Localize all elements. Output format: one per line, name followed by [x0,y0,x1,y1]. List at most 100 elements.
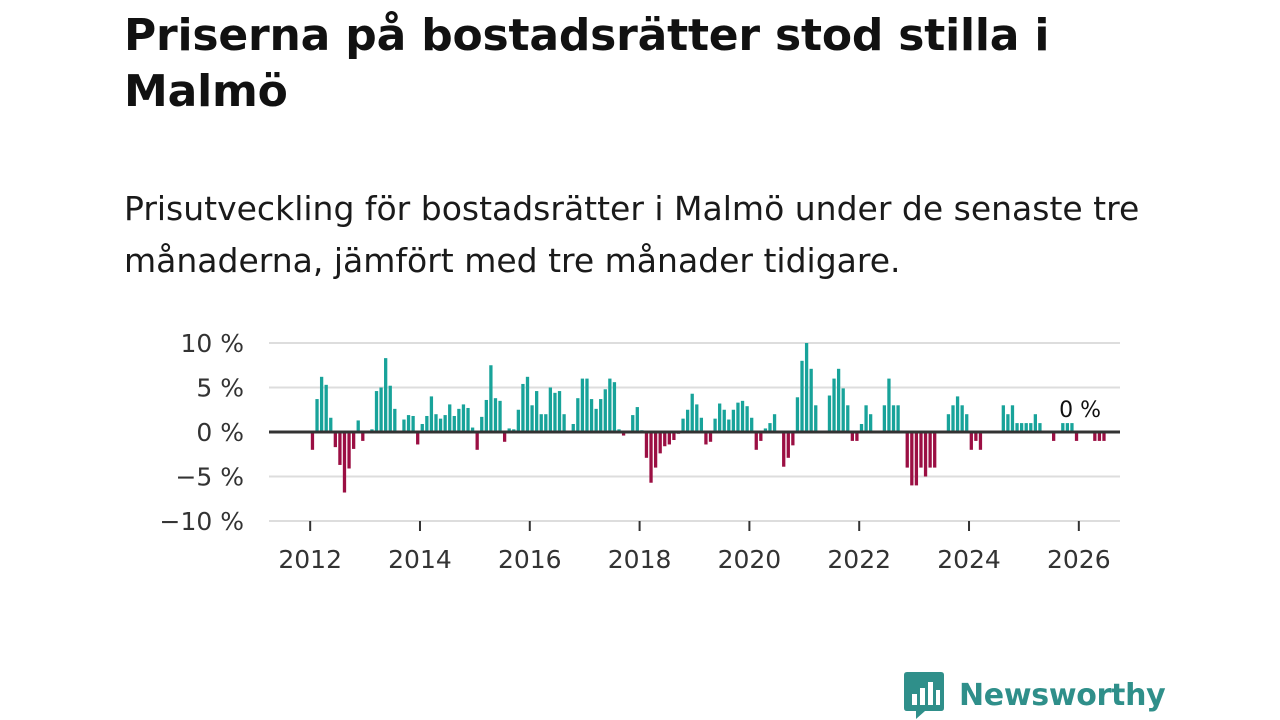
bar [553,392,557,432]
bar [1052,432,1056,441]
bar [754,432,758,450]
bar [827,395,832,432]
bar [480,416,484,432]
bar [1010,405,1015,432]
bar [393,408,397,432]
bar [965,414,969,432]
x-tick-label: 2022 [827,545,891,574]
x-tick-label: 2020 [718,545,782,574]
bar [571,423,575,432]
x-tick-label: 2024 [937,545,1001,574]
bar [1024,423,1028,432]
bar [653,432,658,468]
bar [502,432,507,442]
bar [434,414,438,432]
bar [713,418,717,432]
newsworthy-logo: Newsworthy [903,670,1166,720]
x-tick-label: 2012 [278,545,342,574]
bar [1033,414,1037,432]
bar [891,405,896,432]
bar [690,393,694,432]
bar [708,432,713,442]
bar [800,360,804,432]
bar [722,409,726,432]
brand-name: Newsworthy [959,677,1166,713]
y-tick-label: 5 % [196,374,244,403]
bar [869,414,873,432]
bar [621,432,626,436]
bar [585,378,589,432]
bar [361,432,365,441]
bar [969,432,973,450]
bar [310,432,315,450]
bar [841,388,845,432]
bar [1061,423,1065,432]
bar [461,404,466,432]
newsworthy-chart-icon [904,672,944,719]
bar [681,418,685,432]
bar [438,418,443,432]
bar [603,389,607,432]
price-change-bar-chart: 10 % 5 % 0 % −5 % −10 % 2012 2014 2016 2018 2020… [160,329,1120,574]
y-tick-label: 0 % [196,418,244,447]
bar [347,432,351,469]
bar [814,405,818,432]
bar [333,432,337,448]
bar [887,378,891,432]
bar [530,405,534,432]
bar [612,382,617,432]
bar [406,415,411,432]
bar [644,432,649,458]
bar [791,432,795,446]
bar [466,407,470,432]
bar [859,423,864,432]
bar [685,409,690,432]
bar [786,432,790,458]
bar [324,384,328,432]
bar [667,432,671,445]
bar [699,417,704,432]
bar [425,415,429,432]
bar [804,343,809,432]
bar [544,414,548,432]
bar [649,432,653,483]
x-tick-label: 2018 [608,545,672,574]
bar [832,378,836,432]
bar [576,398,580,432]
bar [539,414,543,432]
bar [608,378,612,432]
bar [470,427,475,432]
bar [745,406,749,432]
bar [402,419,406,432]
bar [1015,423,1019,432]
bar [315,399,319,432]
y-tick-label: 10 % [180,329,244,358]
bar [946,414,951,432]
bar [759,432,763,441]
y-tick-label: −5 % [175,463,244,492]
bar [484,399,488,432]
bar [855,432,859,441]
bar [548,387,553,432]
bar [1006,414,1010,432]
bar [443,415,447,432]
bar [493,398,498,432]
bar [448,404,452,432]
bar [580,378,585,432]
bar [850,432,854,441]
bar [631,415,635,432]
bar [1093,432,1097,441]
bar [589,399,594,432]
bar [1097,432,1102,441]
bar [795,397,800,432]
bar [411,415,415,432]
bar [763,428,768,432]
x-tick-label: 2014 [388,545,452,574]
bar [1029,423,1033,432]
chart-title: Priserna på bostadsrätter stod stilla i … [124,10,1050,117]
bar [663,432,667,447]
bar [905,432,909,468]
bar [933,432,937,468]
bar [379,387,383,432]
chart-subtitle: Prisutveckling för bostadsrätter i Malmö… [124,189,1140,280]
